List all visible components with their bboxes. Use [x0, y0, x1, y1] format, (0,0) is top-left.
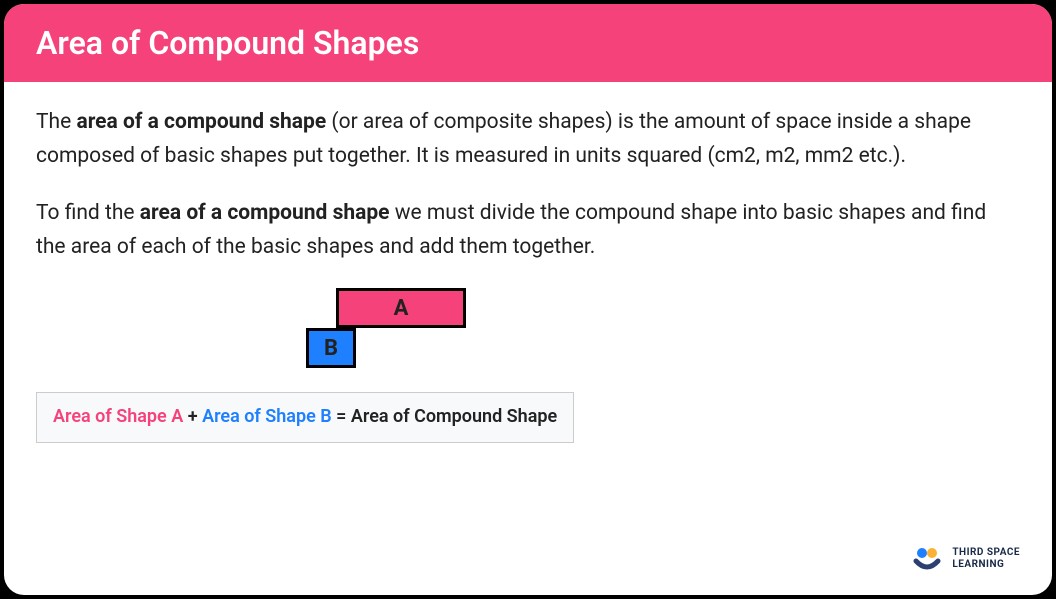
rectangle-a: A	[336, 288, 466, 328]
logo-line1: THIRD SPACE	[952, 547, 1020, 559]
header-bar: Area of Compound Shapes	[4, 4, 1052, 82]
bold-term: area of a compound shape	[140, 201, 390, 225]
logo-dot-yellow	[927, 548, 937, 558]
lesson-card: Area of Compound Shapes The area of a co…	[4, 4, 1052, 595]
text-run: To find the	[36, 201, 140, 225]
diagram-container: A B	[36, 288, 1020, 368]
bold-term: area of a compound shape	[76, 110, 326, 134]
rectangle-b: B	[306, 328, 356, 368]
logo-dot-blue	[917, 548, 927, 558]
paragraph-2: To find the area of a compound shape we …	[36, 197, 1020, 264]
formula-part-b: Area of Shape B	[202, 406, 332, 427]
text-run: The	[36, 110, 76, 134]
formula-part-a: Area of Shape A	[53, 406, 183, 427]
compound-shape-diagram: A B	[306, 288, 466, 368]
formula-result: = Area of Compound Shape	[332, 406, 558, 427]
brand-logo: THIRD SPACE LEARNING	[912, 547, 1020, 571]
paragraph-1: The area of a compound shape (or area of…	[36, 106, 1020, 173]
logo-arc	[916, 561, 938, 567]
logo-line2: LEARNING	[952, 559, 1020, 571]
content-body: The area of a compound shape (or area of…	[4, 82, 1052, 463]
logo-text: THIRD SPACE LEARNING	[952, 547, 1020, 571]
formula-plus: +	[183, 406, 202, 427]
formula-box: Area of Shape A + Area of Shape B = Area…	[36, 392, 574, 443]
logo-icon	[912, 547, 944, 571]
page-title: Area of Compound Shapes	[36, 24, 419, 62]
